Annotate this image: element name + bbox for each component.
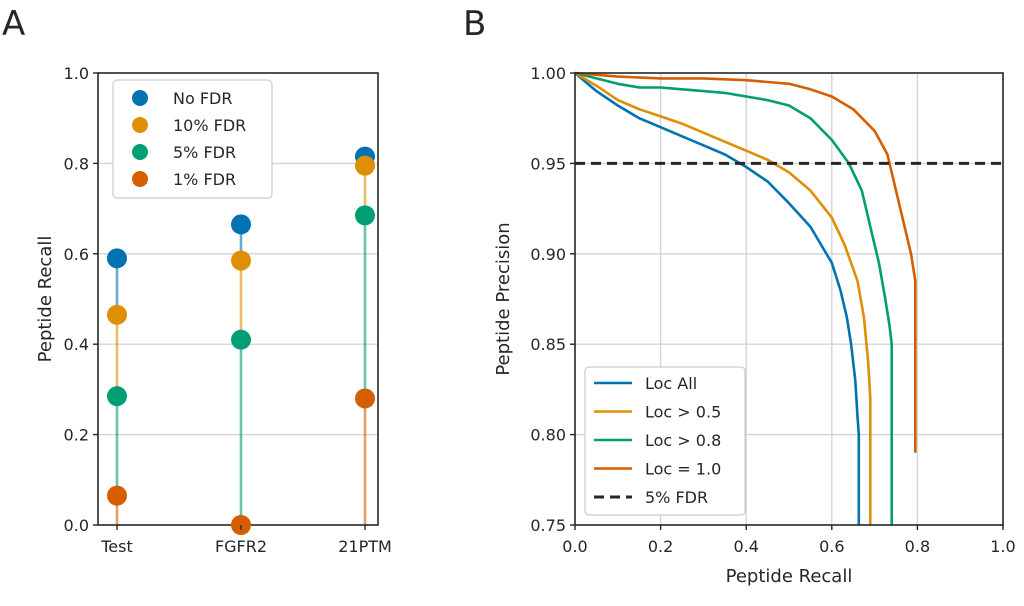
data-point [231,214,251,235]
y-tick-label: 0.80 [530,426,566,445]
x-tick-label: 0.6 [819,537,844,556]
legend-label: 5% FDR [173,143,236,162]
legend-box [112,79,273,199]
x-tick-label: 1.0 [990,537,1015,556]
y-tick-label: 1.00 [530,64,566,83]
y-tick-label: 0.6 [64,245,89,264]
y-axis-label: Peptide Precision [493,222,514,375]
y-tick-label: 0.75 [530,516,566,535]
legend-marker [132,117,148,133]
legend-label: 5% FDR [645,488,708,507]
series-line [574,71,893,525]
y-tick-label: 0.85 [530,335,566,354]
x-tick-label: 0.4 [733,537,758,556]
y-axis-label: Peptide Recall [35,236,56,363]
data-point [107,386,127,407]
legend-marker [132,144,148,160]
series-line [574,72,861,525]
y-tick-label: 0.90 [530,245,566,264]
data-point [355,388,375,409]
legend-label: 1% FDR [173,170,236,189]
x-tick-label: 0.8 [905,537,930,556]
data-point [355,205,375,226]
legend-marker [132,171,148,187]
x-axis-label: Peptide Recall [726,566,853,587]
x-tick-label: 0.0 [562,537,587,556]
data-point [231,329,251,350]
data-point [107,304,127,325]
legend-box [584,366,746,516]
x-tick-label: 21PTM [338,537,392,556]
series-line [574,71,872,525]
data-point [107,485,127,506]
y-tick-label: 0.8 [64,154,89,173]
legend: Loc All Loc > 0.5 Loc > 0.8 Loc = 1.0 5% FDR [584,366,746,516]
legend-label: Loc > 0.5 [645,403,721,422]
legend-label: Loc > 0.8 [645,431,721,450]
legend-marker [132,90,148,106]
data-point [355,155,375,176]
legend-label: No FDR [173,89,232,108]
x-tick-label: FGFR2 [215,537,267,556]
y-tick-label: 0.95 [530,154,566,173]
plot-frame [574,72,1004,526]
legend-label: Loc All [645,374,697,393]
y-tick-label: 0.4 [64,335,89,354]
y-tick-label: 0.0 [64,516,89,535]
data-point [107,248,127,269]
y-tick-label: 0.2 [64,426,89,445]
series-line [574,71,917,453]
x-tick-label: Test [100,537,133,556]
panel-a-letter: A [2,4,25,44]
y-tick-label: 1.0 [64,64,89,83]
legend: No FDR 10% FDR 5% FDR 1% FDR [112,79,273,199]
panel-b-chart: 0.0 0.2 0.4 0.6 0.8 1.0 0.75 0.80 0.85 0.90 0.95 1.… [493,64,1016,587]
panel-b-letter: B [463,4,486,44]
panel-a-chart: 0.0 0.2 0.4 0.6 0.8 1.0 Test FGFR2 21PTM Peptide … [35,64,392,556]
legend-label: Loc = 1.0 [645,460,721,479]
x-tick-label: 0.2 [648,537,673,556]
legend-label: 10% FDR [173,116,246,135]
data-point [231,250,251,271]
